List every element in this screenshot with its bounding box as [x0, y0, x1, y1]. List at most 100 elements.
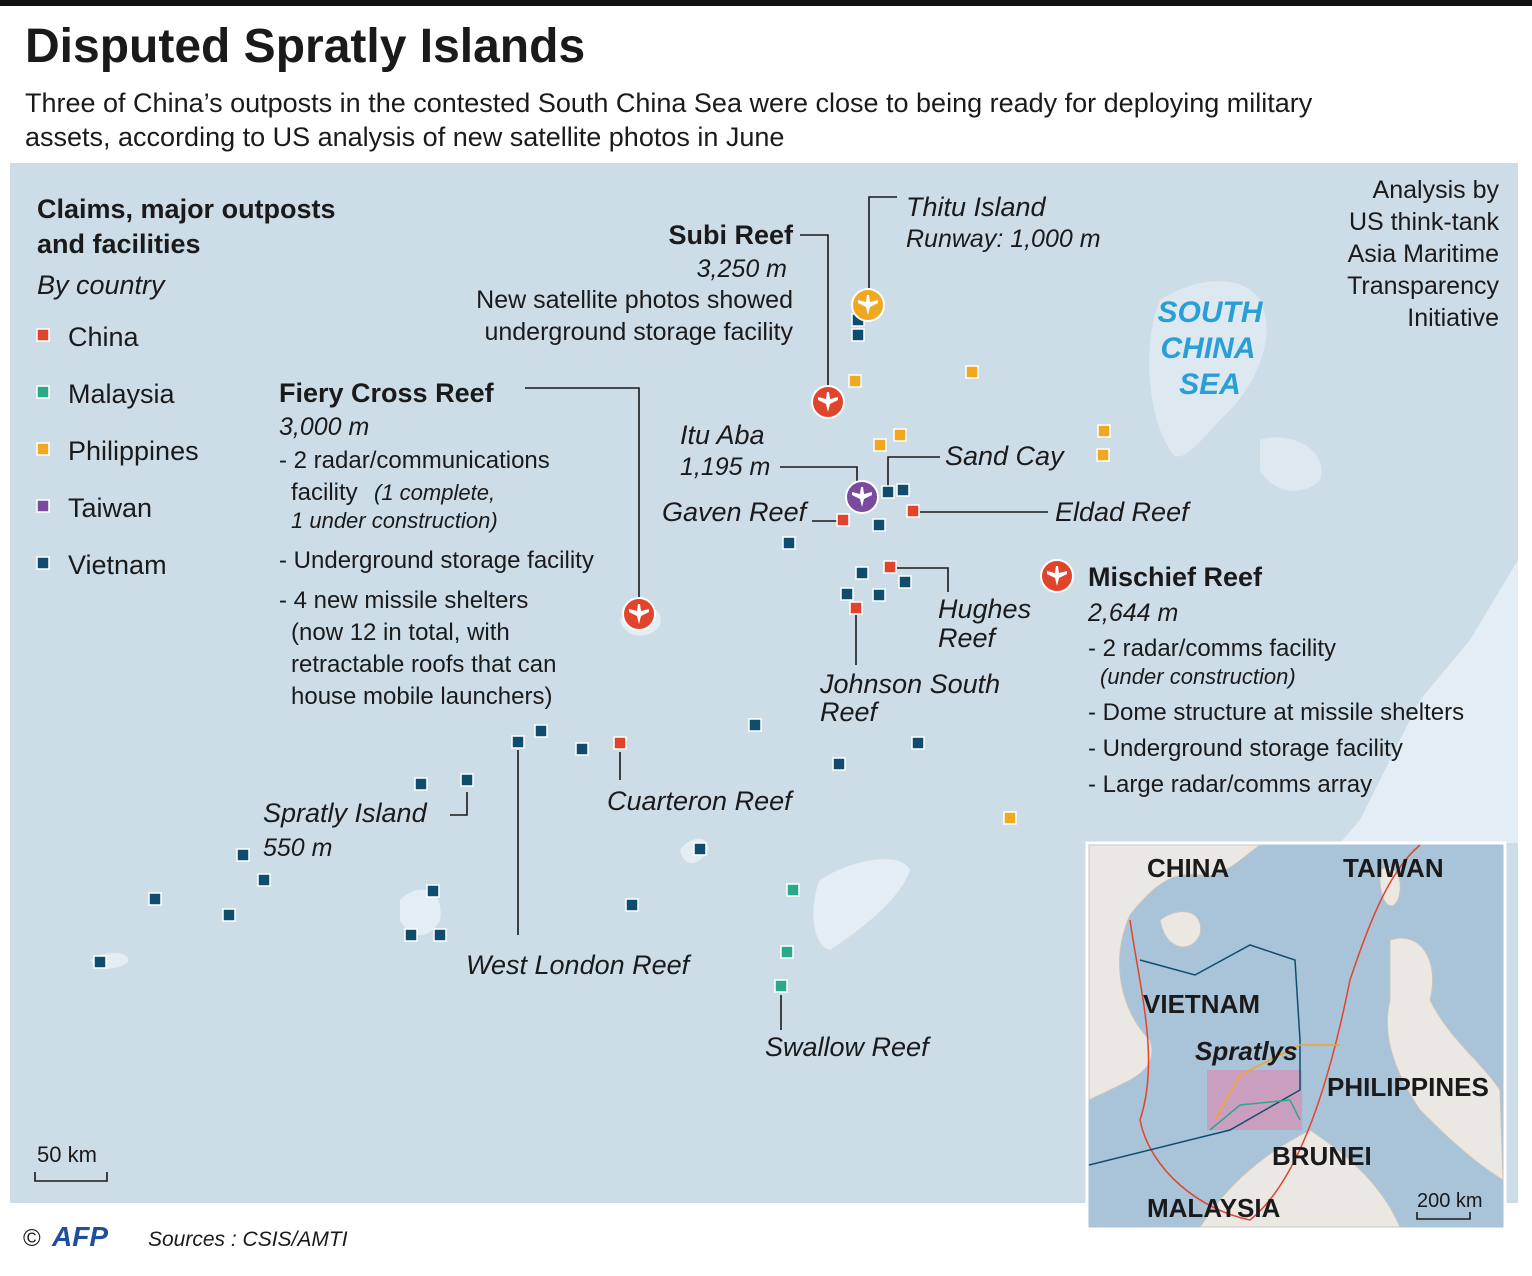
- airstrip: [845, 480, 879, 514]
- outpost: [872, 588, 886, 602]
- leader-line: [780, 466, 858, 482]
- place-name: West London Reef: [466, 950, 692, 980]
- sea-label: SOUTH CHINA SEA: [1158, 296, 1264, 401]
- leader-line: [897, 567, 949, 592]
- outpost: [848, 374, 862, 388]
- country-label: PHILIPPINES: [1327, 1072, 1489, 1102]
- note: (now 12 in total, with: [291, 619, 510, 646]
- outpost: [873, 438, 887, 452]
- outpost: [575, 742, 589, 756]
- note: - Underground storage facility: [1088, 735, 1403, 762]
- inset-scale-bar: [1416, 1212, 1471, 1220]
- inset-map: CHINA TAIWAN VIETNAM Spratlys PHILIPPINE…: [1085, 841, 1507, 1231]
- inset-land: [1199, 1129, 1401, 1228]
- note: retractable roofs that can: [291, 651, 556, 678]
- place-name: Thitu Island: [906, 192, 1047, 222]
- legend-label: Philippines: [68, 436, 199, 466]
- outpost: [414, 777, 428, 791]
- outpost: [832, 757, 846, 771]
- plane-icon: [852, 487, 872, 507]
- outpost: [898, 575, 912, 589]
- inset-land: [1088, 844, 1262, 1101]
- scale-label: 50 km: [37, 1142, 97, 1167]
- outpost: [511, 735, 525, 749]
- note: underground storage facility: [484, 318, 793, 346]
- country-label: VIETNAM: [1143, 989, 1260, 1019]
- legend-swatch: [36, 556, 50, 570]
- plane-icon: [629, 604, 649, 624]
- outpost: [1097, 424, 1111, 438]
- legend-title: and facilities: [37, 229, 201, 259]
- legend-label: China: [68, 322, 140, 352]
- sea-label-line: SEA: [1179, 368, 1241, 401]
- outpost: [881, 485, 895, 499]
- note: - 2 radar/communications: [279, 447, 550, 474]
- place-name: Itu Aba: [680, 420, 765, 450]
- legend-label: Malaysia: [68, 379, 176, 409]
- plane-icon: [818, 392, 838, 412]
- outpost: [780, 945, 794, 959]
- airstrip: [851, 288, 885, 322]
- title: Disputed Spratly Islands: [25, 20, 585, 73]
- country-label: TAIWAN: [1343, 853, 1444, 883]
- outpost: [148, 892, 162, 906]
- runway: Runway: 1,000 m: [906, 225, 1101, 253]
- outpost: [911, 736, 925, 750]
- note: facility: [291, 479, 358, 506]
- airstrip: [811, 385, 845, 419]
- copyright: ©: [23, 1225, 41, 1252]
- place-labels: Subi Reef 3,250 m New satellite photos s…: [37, 192, 1464, 1167]
- airstrip: [622, 597, 656, 631]
- sea-label-line: CHINA: [1161, 332, 1256, 365]
- note: - Dome structure at missile shelters: [1088, 699, 1464, 726]
- philippines-claim-line: [1214, 1044, 1340, 1121]
- country-label: CHINA: [1147, 853, 1230, 883]
- outpost: [625, 898, 639, 912]
- legend-swatch: [36, 385, 50, 399]
- legend-title: Claims, major outposts: [37, 194, 336, 224]
- outpost: [849, 601, 863, 615]
- attribution: Analysis by US think-tank Asia Maritime …: [1347, 176, 1499, 332]
- leader-line: [800, 234, 829, 388]
- map: [10, 163, 1518, 1203]
- place-name: Fiery Cross Reef: [279, 378, 495, 408]
- subtitle: assets, according to US analysis of new …: [25, 122, 784, 152]
- outpost: [404, 928, 418, 942]
- plane-icon: [1047, 566, 1067, 586]
- outpost: [222, 908, 236, 922]
- china-claim-line: [1129, 844, 1421, 1221]
- place-name: Cuarteron Reef: [607, 786, 794, 816]
- attribution-line: Transparency: [1347, 272, 1499, 300]
- vietnam-claim-line: [1088, 944, 1301, 1166]
- place-name: Swallow Reef: [765, 1032, 931, 1062]
- leader-line: [868, 196, 897, 290]
- outpost: [534, 724, 548, 738]
- agency-logo: AFP: [51, 1221, 108, 1252]
- place-name: Reef: [938, 623, 998, 653]
- outpost: [236, 848, 250, 862]
- leader-line: [525, 387, 640, 598]
- outpost: [840, 587, 854, 601]
- leader-line: [450, 792, 468, 816]
- shoal: [813, 859, 910, 950]
- runway: 550 m: [263, 834, 332, 862]
- note: - 4 new missile shelters: [279, 587, 528, 614]
- legend-swatch: [36, 328, 50, 342]
- outpost: [836, 513, 850, 527]
- airstrip: [1040, 559, 1074, 593]
- attribution-line: Analysis by: [1373, 176, 1500, 204]
- sea-label-line: SOUTH: [1158, 296, 1264, 329]
- place-name: Johnson South: [819, 669, 1000, 699]
- inset-scale-label: 200 km: [1417, 1190, 1483, 1212]
- place-name: Subi Reef: [668, 220, 794, 250]
- note: 1 under construction): [291, 508, 498, 533]
- scale-bar: [34, 1172, 108, 1182]
- legend-swatch: [36, 499, 50, 513]
- runway: 3,000 m: [279, 413, 369, 441]
- outpost: [786, 883, 800, 897]
- legend-subtitle: By country: [37, 270, 166, 300]
- runway: 3,250 m: [697, 255, 787, 283]
- legend-label: Vietnam: [68, 550, 167, 580]
- shoal: [1260, 437, 1322, 491]
